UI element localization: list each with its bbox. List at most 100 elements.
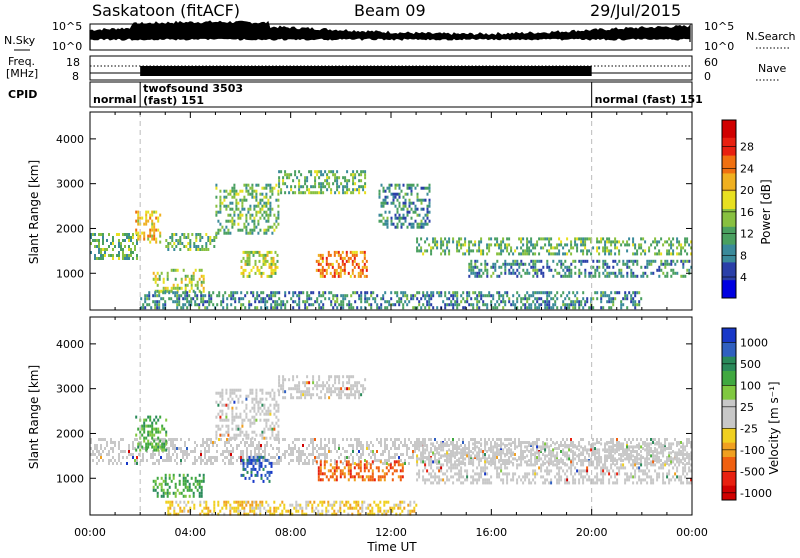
echo-cell — [376, 306, 378, 309]
echo-cell — [277, 190, 279, 193]
echo-cell — [360, 251, 362, 254]
echo-cell — [255, 468, 257, 471]
echo-cell — [151, 434, 153, 437]
echo-cell — [534, 269, 536, 272]
echo-cell — [230, 291, 232, 294]
echo-cell — [342, 469, 344, 472]
echo-cell — [314, 384, 316, 387]
echo-cell — [229, 208, 231, 211]
echo-cell — [118, 254, 120, 257]
echo-cell — [304, 303, 306, 306]
echo-cell — [233, 211, 235, 214]
echo-cell — [560, 306, 562, 309]
echo-cell — [200, 450, 202, 453]
echo-cell — [456, 445, 458, 448]
echo-cell — [239, 434, 241, 437]
range-tick-label: 4000 — [56, 133, 84, 146]
echo-cell — [686, 438, 688, 441]
echo-cell — [241, 266, 243, 269]
echo-cell — [480, 475, 482, 478]
echo-cell — [231, 422, 233, 425]
echo-cell — [444, 306, 446, 309]
echo-cell — [231, 190, 233, 193]
echo-cell — [168, 459, 170, 462]
echo-cell — [570, 269, 572, 272]
echo-cell — [332, 466, 334, 469]
echo-cell — [434, 438, 436, 441]
echo-cell — [411, 193, 413, 196]
echo-cell — [233, 392, 235, 395]
echo-cell — [528, 303, 530, 306]
echo-cell — [518, 294, 520, 297]
echo-cell — [243, 196, 245, 199]
echo-cell — [592, 246, 594, 249]
echo-cell — [267, 471, 269, 474]
echo-cell — [572, 303, 574, 306]
echo-cell — [518, 263, 520, 266]
echo-cell — [634, 303, 636, 306]
echo-cell — [273, 272, 275, 275]
echo-cell — [622, 263, 624, 266]
echo-cell — [356, 170, 358, 173]
echo-cell — [592, 438, 594, 441]
echo-cell — [318, 182, 320, 185]
echo-cell — [233, 220, 235, 223]
echo-cell — [263, 272, 265, 275]
echo-cell — [151, 226, 153, 229]
echo-cell — [281, 510, 283, 513]
echo-cell — [173, 492, 175, 495]
echo-cell — [231, 398, 233, 401]
echo-cell — [352, 447, 354, 450]
echo-cell — [428, 306, 430, 309]
echo-cell — [350, 475, 352, 478]
echo-cell — [183, 480, 185, 483]
echo-cell — [480, 297, 482, 300]
echo-cell — [340, 460, 342, 463]
echo-cell — [472, 306, 474, 309]
echo-cell — [183, 477, 185, 480]
echo-cell — [391, 202, 393, 205]
echo-cell — [302, 438, 304, 441]
echo-cell — [208, 444, 210, 447]
echo-cell — [397, 184, 399, 187]
echo-cell — [256, 291, 258, 294]
echo-cell — [269, 187, 271, 190]
echo-cell — [326, 182, 328, 185]
echo-cell — [271, 272, 273, 275]
echo-cell — [155, 416, 157, 419]
echo-cell — [328, 251, 330, 254]
nave-label: Nave — [758, 62, 786, 75]
echo-cell — [308, 453, 310, 456]
echo-cell — [171, 501, 173, 504]
echo-cell — [401, 223, 403, 226]
echo-cell — [684, 249, 686, 252]
echo-cell — [368, 303, 370, 306]
echo-cell — [261, 193, 263, 196]
echo-cell — [370, 466, 372, 469]
echo-cell — [326, 387, 328, 390]
echo-cell — [300, 450, 302, 453]
echo-cell — [508, 462, 510, 465]
echo-cell — [562, 300, 564, 303]
echo-cell — [388, 469, 390, 472]
echo-cell — [179, 236, 181, 239]
echo-cell — [688, 438, 690, 441]
echo-cell — [202, 441, 204, 444]
echo-cell — [302, 462, 304, 465]
echo-cell — [516, 246, 518, 249]
echo-cell — [112, 254, 114, 257]
echo-cell — [155, 446, 157, 449]
echo-cell — [147, 220, 149, 223]
echo-cell — [340, 393, 342, 396]
echo-cell — [243, 226, 245, 229]
echo-cell — [277, 434, 279, 437]
echo-cell — [231, 428, 233, 431]
echo-cell — [626, 450, 628, 453]
echo-cell — [227, 193, 229, 196]
echo-cell — [157, 431, 159, 434]
echo-cell — [108, 233, 110, 236]
echo-cell — [472, 447, 474, 450]
echo-cell — [334, 438, 336, 441]
echo-cell — [253, 416, 255, 419]
echo-cell — [163, 281, 165, 284]
